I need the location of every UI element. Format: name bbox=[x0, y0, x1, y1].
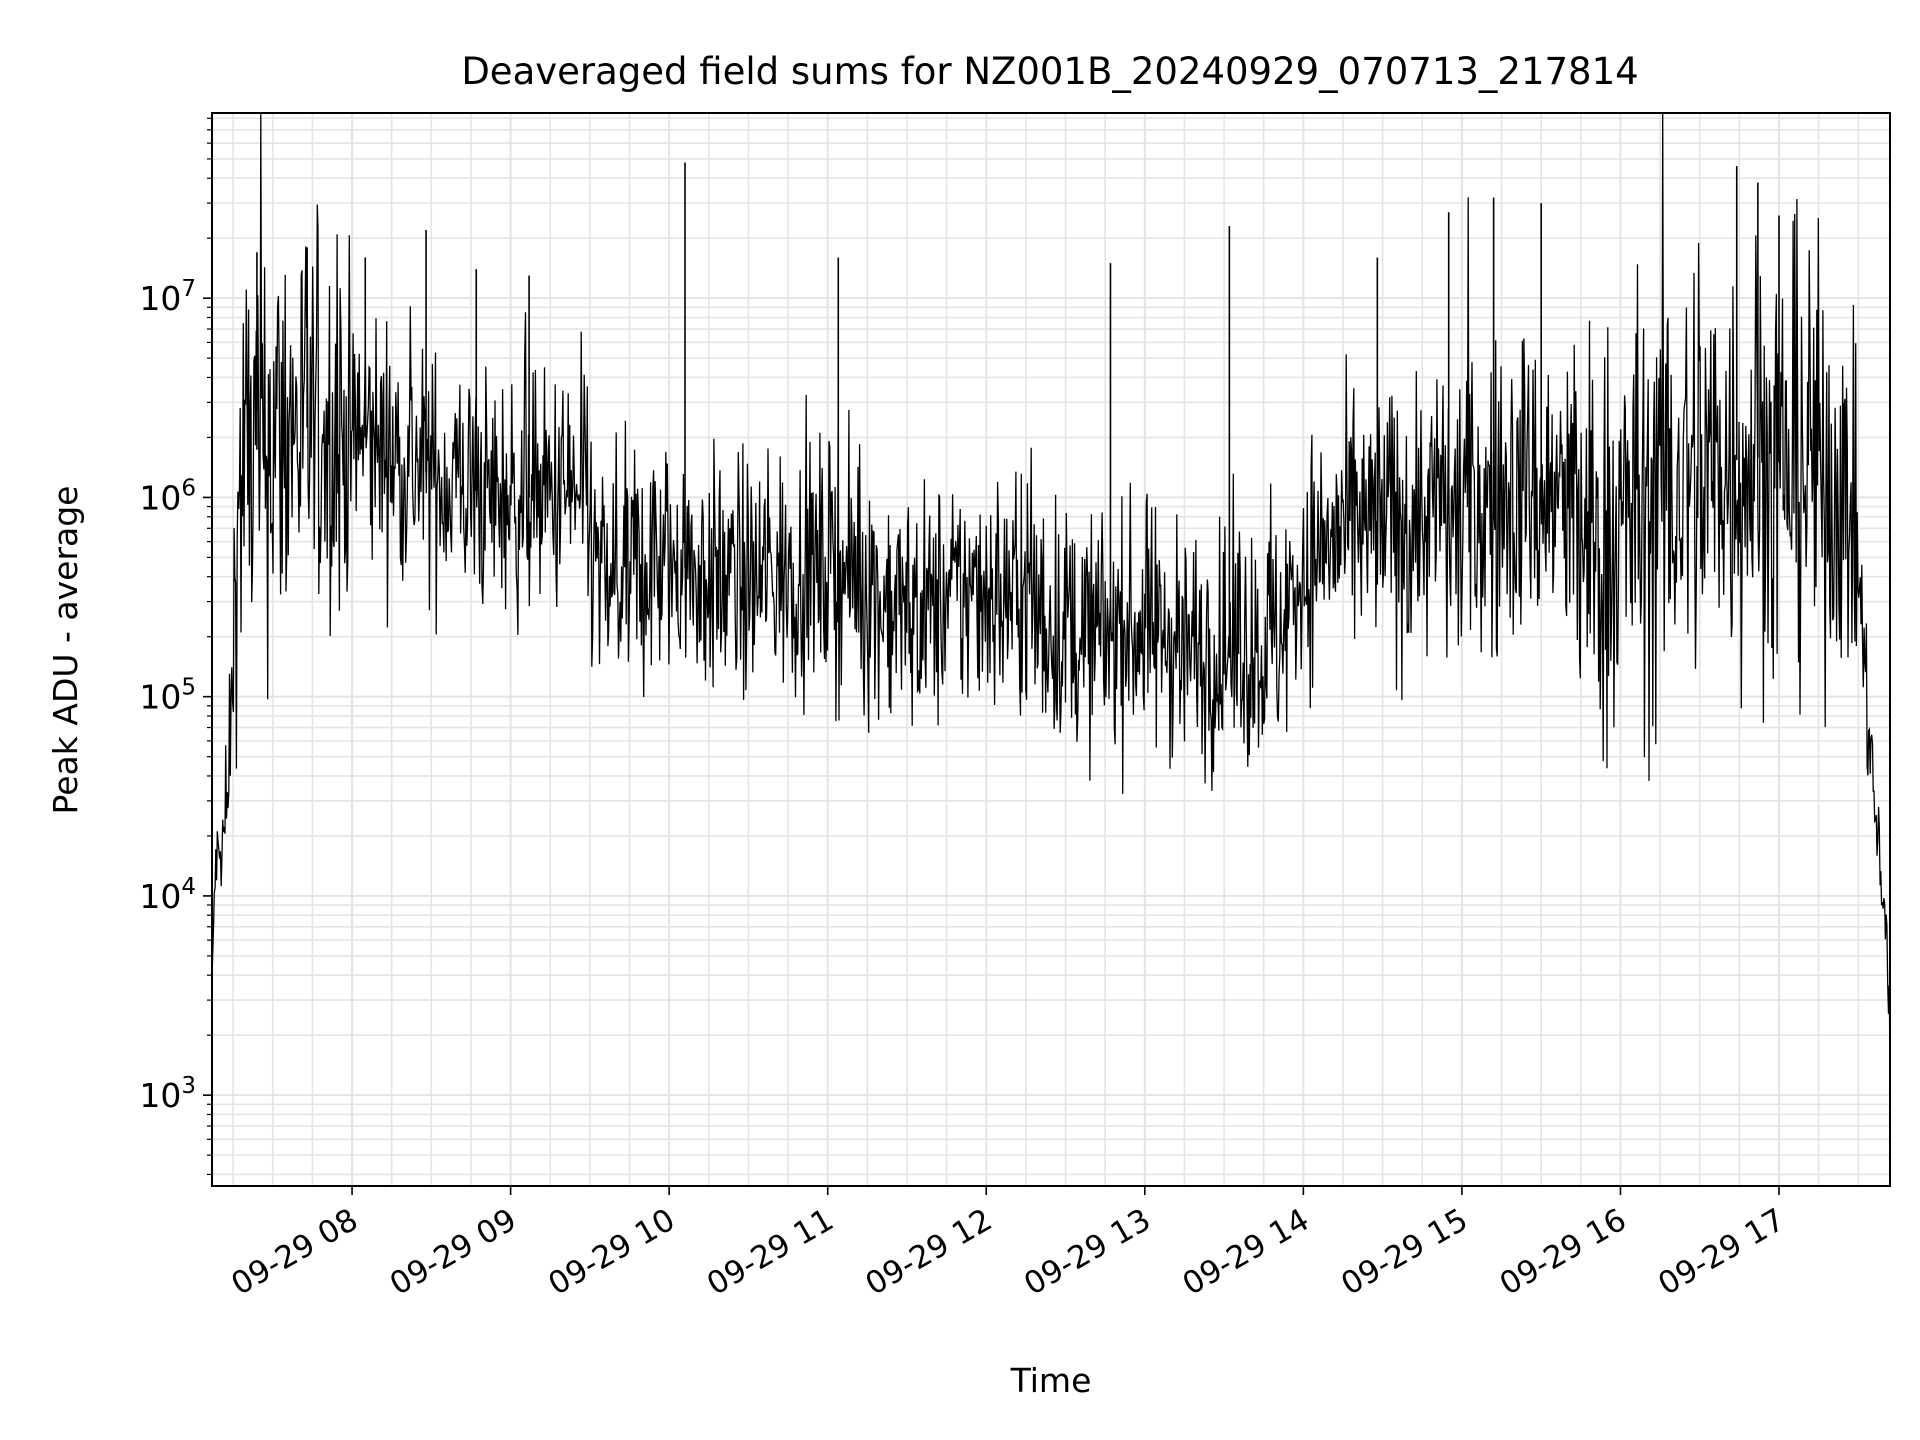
y-tick-label: 105 bbox=[139, 675, 196, 717]
y-tick-label: 103 bbox=[139, 1073, 196, 1115]
plot-frame bbox=[211, 112, 1891, 1187]
series-layer bbox=[211, 112, 1891, 1066]
chart-title: Deaveraged field sums for NZ001B_2024092… bbox=[461, 50, 1638, 93]
x-axis-label: Time bbox=[1010, 1361, 1092, 1400]
y-tick-label: 106 bbox=[139, 475, 196, 517]
y-axis-label: Peak ADU - average bbox=[46, 486, 85, 815]
y-tick-label: 104 bbox=[139, 874, 196, 916]
y-tick-label: 107 bbox=[139, 276, 196, 318]
grid bbox=[212, 113, 1890, 1186]
series-line bbox=[211, 112, 1891, 1066]
